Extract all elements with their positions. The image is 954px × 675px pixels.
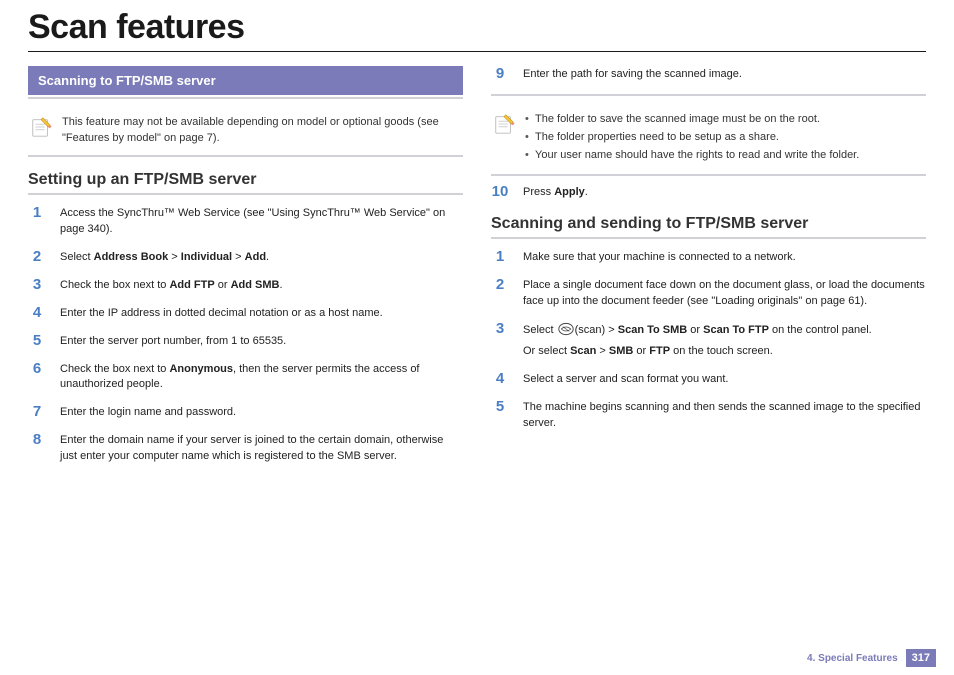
step: 4 Select a server and scan format you wa… [491, 371, 926, 388]
step-number: 4 [28, 305, 46, 322]
step-number: 1 [491, 249, 509, 266]
content-columns: Scanning to FTP/SMB server This feature … [0, 66, 954, 476]
step-text: Enter the domain name if your server is … [60, 432, 463, 465]
step-number: 9 [491, 66, 509, 83]
step-number: 4 [491, 371, 509, 388]
step: 3 Check the box next to Add FTP or Add S… [28, 277, 463, 294]
step-number: 6 [28, 361, 46, 378]
step-text: Check the box next to Add FTP or Add SMB… [60, 277, 463, 294]
steps-setup: 1 Access the SyncThru™ Web Service (see … [28, 205, 463, 465]
step: 1 Access the SyncThru™ Web Service (see … [28, 205, 463, 238]
banner-rule [28, 97, 463, 99]
note-bullet: The folder to save the scanned image mus… [525, 112, 859, 128]
step-text: Enter the path for saving the scanned im… [523, 66, 926, 83]
note-text: This feature may not be available depend… [62, 115, 457, 147]
right-column: 9 Enter the path for saving the scanned … [491, 66, 926, 476]
note-icon [30, 116, 52, 138]
step-text: Enter the IP address in dotted decimal n… [60, 305, 463, 322]
step-number: 7 [28, 404, 46, 421]
note-box: This feature may not be available depend… [28, 107, 463, 155]
note-bullets: The folder to save the scanned image mus… [525, 112, 859, 166]
step-text: The machine begins scanning and then sen… [523, 399, 926, 432]
step: 5 Enter the server port number, from 1 t… [28, 333, 463, 350]
steps-setup-cont2: 10 Press Apply. [491, 184, 926, 201]
section-banner: Scanning to FTP/SMB server [28, 66, 463, 95]
subheading-rule [28, 193, 463, 195]
subheading-scan: Scanning and sending to FTP/SMB server [491, 215, 926, 233]
step-text: Place a single document face down on the… [523, 277, 926, 310]
step: 3 Select (scan) > Scan To SMB or Scan To… [491, 321, 926, 361]
step-text: Check the box next to Anonymous, then th… [60, 361, 463, 394]
step-number: 2 [28, 249, 46, 266]
step: 5 The machine begins scanning and then s… [491, 399, 926, 432]
step: 7 Enter the login name and password. [28, 404, 463, 421]
note-box: The folder to save the scanned image mus… [491, 104, 926, 174]
steps-scan: 1 Make sure that your machine is connect… [491, 249, 926, 433]
note-icon [493, 113, 515, 135]
step-number: 2 [491, 277, 509, 294]
step-number: 8 [28, 432, 46, 449]
page-title: Scan features [0, 0, 954, 51]
step-number: 3 [491, 321, 509, 338]
step-text: Press Apply. [523, 184, 926, 201]
step-number: 3 [28, 277, 46, 294]
step: 6 Check the box next to Anonymous, then … [28, 361, 463, 394]
note-rule-bottom [491, 174, 926, 176]
left-column: Scanning to FTP/SMB server This feature … [28, 66, 463, 476]
step-text: Select (scan) > Scan To SMB or Scan To F… [523, 321, 926, 361]
note-rule [28, 155, 463, 157]
step-number: 1 [28, 205, 46, 222]
step-text: Select a server and scan format you want… [523, 371, 926, 388]
footer-page: 317 [906, 649, 936, 667]
step-text: Select Address Book > Individual > Add. [60, 249, 463, 266]
step: 1 Make sure that your machine is connect… [491, 249, 926, 266]
step-number: 5 [491, 399, 509, 416]
step-text: Access the SyncThru™ Web Service (see "U… [60, 205, 463, 238]
scan-icon [558, 322, 574, 336]
step: 2 Select Address Book > Individual > Add… [28, 249, 463, 266]
step-number: 10 [491, 184, 509, 201]
step: 4 Enter the IP address in dotted decimal… [28, 305, 463, 322]
subheading-setup: Setting up an FTP/SMB server [28, 171, 463, 189]
note-bullet: The folder properties need to be setup a… [525, 130, 859, 146]
step: 8 Enter the domain name if your server i… [28, 432, 463, 465]
title-rule [28, 51, 926, 52]
note-bullet: Your user name should have the rights to… [525, 148, 859, 164]
step: 9 Enter the path for saving the scanned … [491, 66, 926, 83]
subheading-rule [491, 237, 926, 239]
note-rule-top [491, 94, 926, 96]
footer-chapter: 4. Special Features [807, 653, 898, 664]
step-text: Enter the server port number, from 1 to … [60, 333, 463, 350]
step-number: 5 [28, 333, 46, 350]
step-text: Enter the login name and password. [60, 404, 463, 421]
step: 10 Press Apply. [491, 184, 926, 201]
step-text: Make sure that your machine is connected… [523, 249, 926, 266]
step: 2 Place a single document face down on t… [491, 277, 926, 310]
footer: 4. Special Features 317 [807, 649, 936, 667]
steps-setup-cont: 9 Enter the path for saving the scanned … [491, 66, 926, 83]
